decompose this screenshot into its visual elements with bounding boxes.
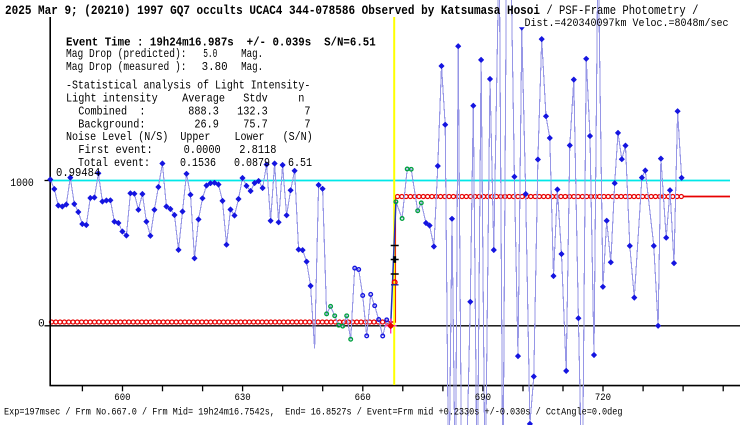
svg-text:0: 0: [38, 319, 45, 331]
svg-text:Mag Drop (measured ):: Mag Drop (measured ):: [66, 60, 187, 74]
svg-text:Combined : 888.3 132.: Combined : 888.3 132.3 7: [66, 104, 311, 118]
svg-text:Exp=197msec / Frm No.667.0 / F: Exp=197msec / Frm No.667.0 / Frm Mid= 19…: [4, 406, 623, 418]
svg-text:Event Time : 19h24m16.987s +/: Event Time : 19h24m16.987s +/- 0.039s S/…: [66, 35, 376, 49]
svg-text:600: 600: [114, 392, 130, 404]
svg-text:3.80: 3.80: [202, 60, 228, 74]
svg-text:630: 630: [235, 392, 251, 404]
svg-text:5.0: 5.0: [203, 47, 217, 61]
svg-text:Dist.=420340097km Veloc.=8048m: Dist.=420340097km Veloc.=8048m/sec: [525, 18, 729, 30]
svg-text:Total event: 0.1536 0.08: Total event: 0.1536 0.0879 6.51: [66, 156, 312, 170]
svg-text:0.99484: 0.99484: [56, 166, 100, 180]
svg-text:1000: 1000: [10, 178, 34, 190]
svg-text:720: 720: [595, 392, 611, 404]
svg-text:Noise Level (N/S) Upper Lo: Noise Level (N/S) Upper Lower (S/N): [66, 130, 313, 144]
svg-text:/ PSF-Frame Photometry /: / PSF-Frame Photometry /: [540, 4, 698, 18]
svg-text:Mag Drop (predicted):: Mag Drop (predicted):: [66, 47, 187, 61]
svg-text:690: 690: [475, 392, 491, 404]
svg-text:660: 660: [355, 392, 371, 404]
svg-text:-Statistical analysis of Light: -Statistical analysis of Light Intensity…: [66, 79, 310, 93]
svg-text:Background: 26.9 75.: Background: 26.9 75.7 7: [66, 117, 311, 131]
svg-text:2025 Mar 9; (20210) 1997 GQ7 o: 2025 Mar 9; (20210) 1997 GQ7 occults UCA…: [5, 3, 540, 18]
svg-text:First event: 0.0000 2.81: First event: 0.0000 2.8118: [66, 143, 276, 157]
svg-text:Light intensity Average S: Light intensity Average Stdv n: [66, 92, 304, 106]
svg-text:Mag.: Mag.: [241, 47, 263, 61]
svg-text:Mag.: Mag.: [241, 60, 263, 74]
